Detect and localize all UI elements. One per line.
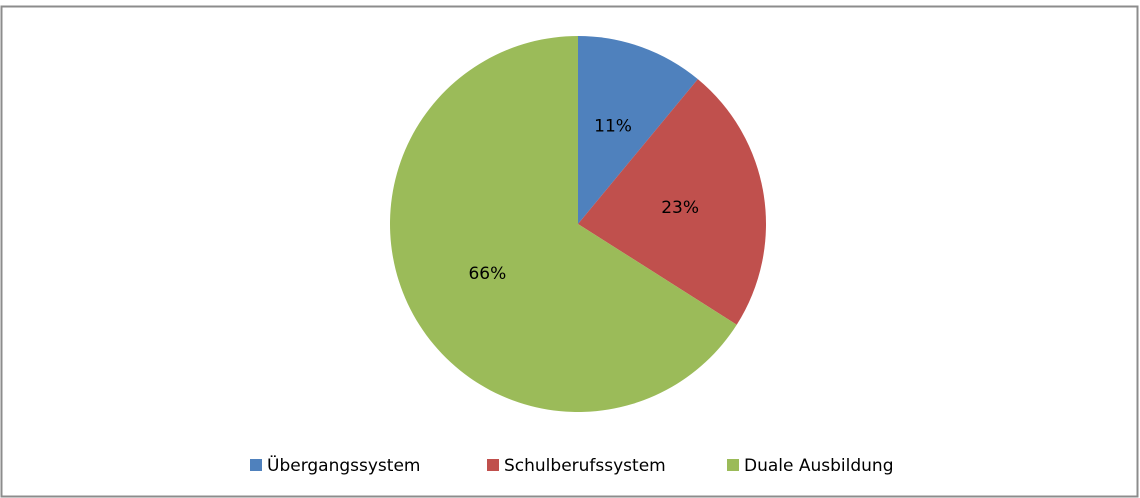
legend-label: Schulberufssystem: [504, 456, 666, 476]
legend-label: Übergangssystem: [267, 454, 420, 476]
pie-slice: [389, 36, 737, 413]
pie-slice: [578, 36, 698, 224]
legend-swatch: [727, 459, 739, 471]
legend-swatch: [487, 459, 499, 471]
data-label: 23%: [661, 198, 699, 218]
pie-slice: [578, 79, 766, 325]
legend-label: Duale Ausbildung: [744, 456, 894, 476]
data-label: 11%: [594, 117, 632, 137]
legend-swatch: [250, 459, 262, 471]
data-label: 66%: [468, 264, 506, 284]
